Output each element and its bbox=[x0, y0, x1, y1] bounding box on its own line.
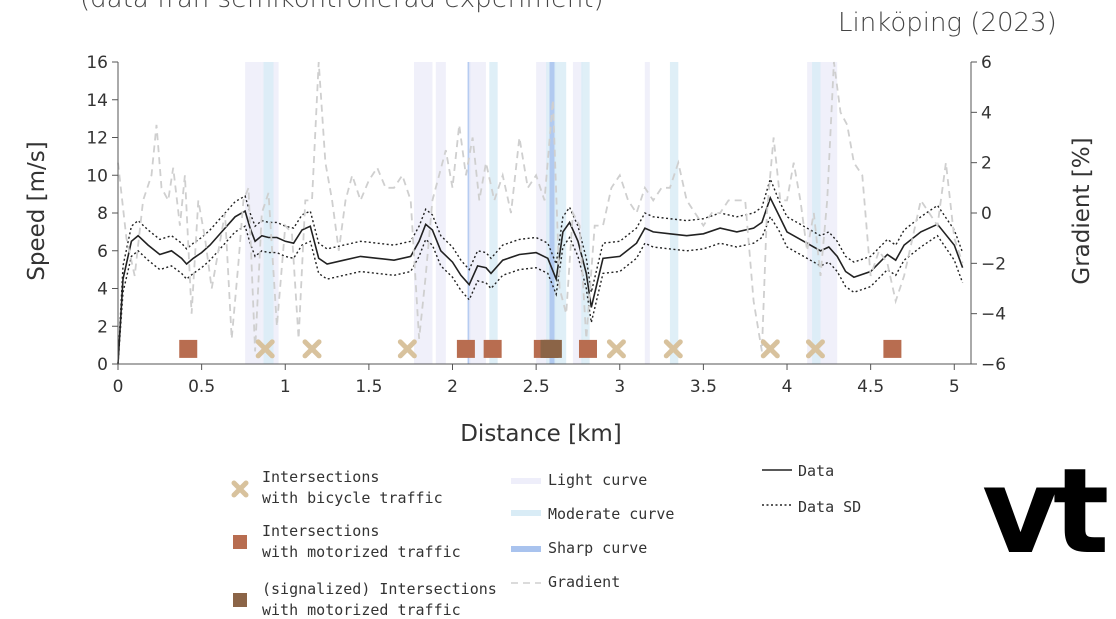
bicycle-intersection-marker bbox=[302, 339, 322, 359]
bicycle-intersection-marker bbox=[663, 339, 683, 359]
legend-bicycle-label: with bicycle traffic bbox=[262, 489, 443, 507]
legend-moderate-curve-icon bbox=[511, 510, 541, 516]
bicycle-intersection-marker-stroke bbox=[805, 339, 825, 359]
y-tick-label: 4 bbox=[97, 280, 108, 300]
y-axis-title: Speed [m/s] bbox=[24, 141, 50, 281]
y2-tick-label: −4 bbox=[981, 305, 1006, 325]
legend-motorized-label: with motorized traffic bbox=[262, 543, 461, 561]
y-tick-label: 10 bbox=[86, 166, 108, 186]
legend-sharp-curve-icon bbox=[511, 546, 541, 552]
legend-signalized-label: (signalized) Intersections bbox=[262, 580, 497, 598]
light-curve-band bbox=[414, 62, 433, 364]
y2-tick-label: 6 bbox=[981, 53, 992, 73]
axes: 0 0.5 1 1.5 2 2.5 3 3.5 4 4.5 5 0 2 4 6 8 10 12 14 16 −6 −4 −2… bbox=[86, 53, 1006, 397]
legend-bicycle-label: Intersections bbox=[262, 468, 379, 486]
light-curve-band bbox=[536, 62, 548, 364]
x-tick-label: 4 bbox=[782, 377, 793, 397]
light-curve-band bbox=[435, 62, 446, 364]
series-gradient-line-3 bbox=[117, 61, 964, 352]
bicycle-intersection-marker-stroke bbox=[302, 339, 322, 359]
signalized-intersection-marker bbox=[543, 339, 562, 358]
bicycle-intersection-marker bbox=[805, 339, 825, 359]
x-axis-title: Distance [km] bbox=[460, 421, 622, 447]
legend-data-label: Data bbox=[798, 462, 834, 480]
y-tick-label: 12 bbox=[86, 129, 108, 149]
y-tick-label: 16 bbox=[86, 53, 108, 73]
y-tick-label: 8 bbox=[97, 204, 108, 224]
legend-light-curve-label: Light curve bbox=[548, 471, 647, 489]
bicycle-intersection-marker-stroke bbox=[663, 339, 683, 359]
legend-signalized-label: with motorized traffic bbox=[262, 601, 461, 619]
y2-tick-label: −6 bbox=[981, 355, 1006, 375]
bicycle-intersection-marker-stroke bbox=[760, 339, 780, 359]
y-tick-label: 0 bbox=[97, 355, 108, 375]
motorized-intersection-marker bbox=[179, 339, 198, 358]
moderate-curve-band bbox=[581, 62, 590, 364]
legend-moderate-curve-label: Moderate curve bbox=[548, 505, 674, 523]
legend-bicycle-icon-stroke bbox=[231, 480, 249, 498]
light-curve-band bbox=[644, 62, 650, 364]
x-tick-label: 1.5 bbox=[355, 377, 382, 397]
y2-tick-label: 0 bbox=[981, 204, 992, 224]
legend-signalized-icon bbox=[233, 593, 247, 607]
motorized-intersection-marker bbox=[483, 339, 502, 358]
bicycle-intersection-marker-stroke bbox=[397, 339, 417, 359]
sharp-curve-band bbox=[549, 62, 555, 364]
legend-data-sd-label: Data SD bbox=[798, 498, 861, 516]
series-data-sd-line-2 bbox=[117, 215, 964, 365]
moderate-curve-band bbox=[812, 62, 821, 364]
x-tick-label: 0.5 bbox=[188, 377, 215, 397]
x-tick-label: 3 bbox=[614, 377, 625, 397]
bicycle-intersection-marker bbox=[606, 339, 626, 359]
y2-tick-label: 4 bbox=[981, 103, 992, 123]
legend-motorized-icon bbox=[233, 535, 247, 549]
bicycle-intersection-marker bbox=[760, 339, 780, 359]
moderate-curve-band bbox=[263, 62, 274, 364]
y2-axis-title: Gradient [%] bbox=[1069, 137, 1095, 284]
x-tick-label: 3.5 bbox=[690, 377, 717, 397]
chart-subtitle: (data från semikontrollerad experiment) bbox=[80, 0, 604, 14]
y-tick-label: 2 bbox=[97, 317, 108, 337]
data-lines bbox=[117, 61, 964, 365]
x-tick-label: 4.5 bbox=[857, 377, 884, 397]
moderate-curve-band bbox=[669, 62, 679, 364]
location-year-label: Linköping (2023) bbox=[838, 8, 1057, 38]
x-tick-label: 1 bbox=[280, 377, 291, 397]
bicycle-intersection-marker bbox=[255, 339, 275, 359]
x-tick-label: 5 bbox=[949, 377, 960, 397]
y2-tick-label: 2 bbox=[981, 154, 992, 174]
legend-bicycle-icon bbox=[231, 480, 249, 498]
vti-logo: vt bbox=[982, 442, 1109, 580]
light-curve-band bbox=[469, 62, 486, 364]
bicycle-intersection-marker-stroke bbox=[255, 339, 275, 359]
moderate-curve-band bbox=[554, 62, 567, 364]
legend-motorized-label: Intersections bbox=[262, 522, 379, 540]
bicycle-intersection-marker-stroke bbox=[606, 339, 626, 359]
light-curve-band bbox=[807, 62, 838, 364]
intersection-markers bbox=[179, 339, 902, 359]
curve-bands bbox=[245, 62, 838, 364]
series-data-line-0 bbox=[117, 195, 964, 365]
legend-light-curve-icon bbox=[511, 478, 541, 484]
legend-gradient-label: Gradient bbox=[548, 573, 620, 591]
x-tick-label: 2.5 bbox=[523, 377, 550, 397]
legend-sharp-curve-label: Sharp curve bbox=[548, 539, 647, 557]
x-tick-label: 2 bbox=[447, 377, 458, 397]
legend: Intersections with bicycle traffic Interse… bbox=[231, 462, 861, 619]
y2-tick-label: −2 bbox=[981, 254, 1006, 274]
x-tick-label: 0 bbox=[113, 377, 124, 397]
motorized-intersection-marker bbox=[578, 339, 597, 358]
bicycle-intersection-marker bbox=[397, 339, 417, 359]
y-tick-label: 6 bbox=[97, 242, 108, 262]
light-curve-band bbox=[572, 62, 583, 364]
y-tick-label: 14 bbox=[86, 91, 108, 111]
moderate-curve-band bbox=[489, 62, 498, 364]
motorized-intersection-marker bbox=[883, 339, 902, 358]
motorized-intersection-marker bbox=[456, 339, 475, 358]
